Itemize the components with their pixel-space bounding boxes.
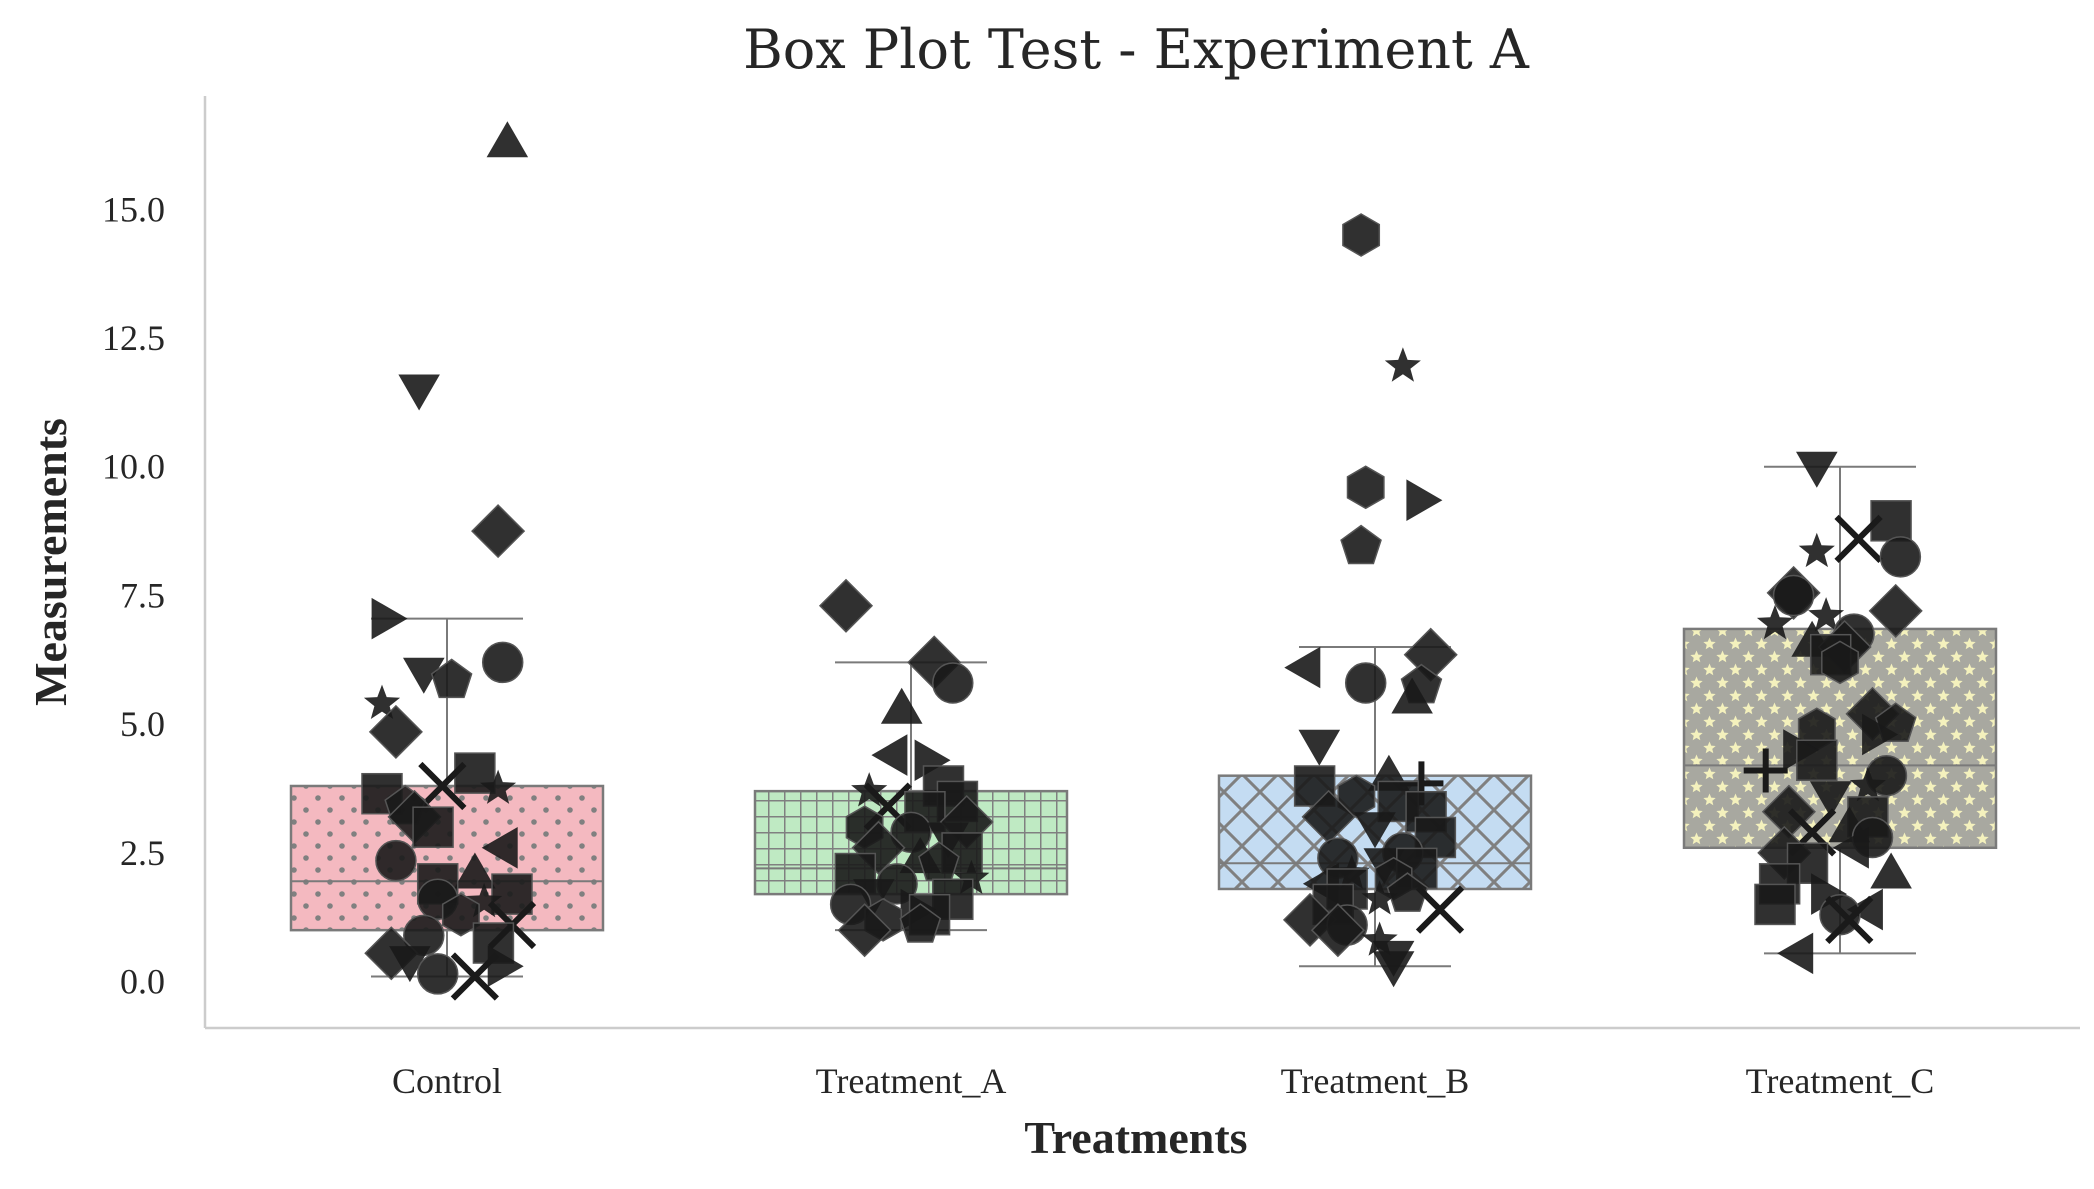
data-point-circle: [1772, 574, 1815, 617]
data-point-diamond: [818, 578, 874, 633]
data-point-triangle-right: [1811, 873, 1848, 915]
data-point-hexagon: [1342, 213, 1381, 257]
data-point-triangle-down: [1298, 729, 1341, 766]
data-point-triangle-right: [371, 597, 408, 640]
data-point-x: [1834, 514, 1883, 563]
data-point-triangle-up: [486, 121, 529, 158]
data-point-star: [1849, 767, 1886, 802]
data-point-star: [363, 684, 401, 719]
data-point-diamond: [837, 903, 892, 958]
axes-spines: [203, 96, 2080, 1030]
x-tick-label: Control: [392, 1061, 502, 1101]
data-point-triangle-down: [853, 879, 895, 916]
data-point-triangle-down: [389, 946, 431, 983]
data-point-pentagon: [1340, 524, 1382, 565]
x-axis-label: Treatments: [1024, 1112, 1247, 1163]
data-point-square: [1796, 739, 1838, 781]
data-point-circle: [416, 953, 459, 995]
data-point-diamond: [471, 504, 526, 559]
data-point-triangle-left: [1832, 827, 1869, 869]
data-point-star: [1798, 532, 1835, 568]
y-tick-label: 10.0: [102, 447, 165, 487]
data-point-triangle-up: [1870, 852, 1912, 889]
points-treatment-c: [1743, 451, 1923, 975]
data-point-circle: [1879, 536, 1922, 578]
data-point-x: [1825, 895, 1874, 944]
data-point-hexagon: [1821, 640, 1859, 685]
data-point-triangle-right: [1862, 713, 1899, 756]
data-point-hexagon: [1337, 774, 1376, 819]
x-tick-label: Treatment_C: [1746, 1061, 1935, 1101]
data-point-circle: [1344, 662, 1387, 704]
data-point-star: [953, 859, 990, 894]
x-ticks: Control Treatment_A Treatment_B Treatment_C: [392, 1061, 1934, 1101]
data-points: [361, 121, 1923, 1001]
data-point-triangle-up: [454, 852, 496, 889]
data-point-star: [1756, 604, 1794, 640]
data-point-triangle-right: [1406, 479, 1443, 521]
y-tick-label: 0.0: [120, 962, 165, 1002]
y-axis-label: Measurements: [25, 418, 76, 706]
data-point-diamond: [1868, 583, 1923, 638]
data-point-pentagon: [430, 658, 473, 699]
y-tick-label: 15.0: [102, 189, 165, 229]
data-point-x: [418, 761, 467, 811]
data-point-circle: [481, 641, 524, 684]
y-tick-label: 2.5: [120, 833, 165, 873]
data-point-triangle-down: [398, 374, 440, 411]
data-point-triangle-left: [871, 734, 908, 776]
box-treatment-c: [1682, 465, 1998, 955]
y-tick-label: 5.0: [120, 704, 165, 744]
data-point-x: [450, 952, 499, 1001]
points-treatment-a: [818, 578, 994, 958]
data-point-star: [1384, 347, 1421, 382]
data-point-diamond: [368, 704, 423, 759]
data-point-star: [1808, 597, 1845, 632]
y-tick-label: 7.5: [120, 575, 165, 615]
data-point-triangle-down: [1354, 812, 1396, 849]
data-point-plus: [1743, 748, 1788, 793]
data-point-x: [1415, 885, 1465, 934]
chart-title: Box Plot Test - Experiment A: [743, 18, 1530, 81]
y-tick-label: 12.5: [102, 318, 165, 358]
data-point-diamond: [1310, 903, 1365, 958]
y-ticks: 0.0 2.5 5.0 7.5 10.0 12.5 15.0: [102, 189, 165, 1001]
data-point-circle: [932, 662, 974, 704]
data-point-circle: [375, 839, 417, 882]
boxes: [289, 465, 1998, 978]
data-point-square: [1754, 883, 1796, 926]
data-point-triangle-down: [1809, 781, 1852, 818]
data-point-triangle-down: [403, 657, 445, 694]
data-point-triangle-left: [1284, 646, 1321, 689]
x-tick-label: Treatment_A: [816, 1061, 1007, 1101]
data-point-triangle-down: [1796, 451, 1838, 488]
x-tick-label: Treatment_B: [1281, 1061, 1470, 1101]
data-point-triangle-down: [1372, 951, 1415, 988]
data-point-pentagon: [899, 903, 942, 943]
data-point-star: [1361, 921, 1398, 956]
data-point-triangle-left: [1777, 932, 1814, 975]
data-point-hexagon: [441, 892, 480, 937]
data-point-pentagon: [1386, 872, 1429, 912]
data-point-star: [480, 769, 517, 804]
data-point-triangle-up: [880, 687, 923, 724]
data-point-triangle-left: [481, 827, 518, 869]
data-point-triangle-up: [1391, 677, 1433, 714]
points-treatment-b: [1282, 213, 1465, 988]
data-point-star: [466, 882, 503, 918]
data-point-hexagon: [1346, 465, 1385, 510]
data-point-square: [412, 806, 454, 848]
data-point-star: [1361, 880, 1398, 915]
points-control: [361, 121, 537, 1001]
data-point-triangle-left: [1846, 888, 1883, 931]
